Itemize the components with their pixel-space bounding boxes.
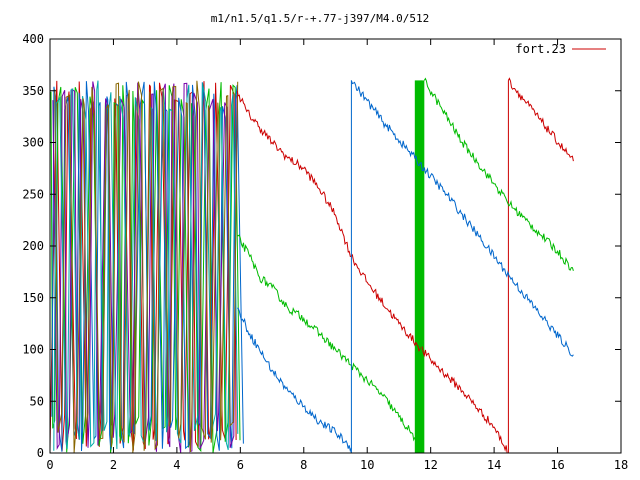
y-tick-label: 50 (30, 394, 44, 408)
y-tick-label: 200 (22, 239, 44, 253)
x-tick-label: 10 (360, 458, 374, 472)
y-axis: 0 50 100 150 200 250 300 350 400 (22, 32, 621, 460)
legend-label: fort.23 (515, 42, 566, 56)
x-tick-label: 2 (110, 458, 117, 472)
x-tick-label: 18 (614, 458, 628, 472)
x-tick-label: 14 (487, 458, 501, 472)
x-tick-label: 0 (46, 458, 53, 472)
legend: fort.23 (515, 42, 606, 56)
chart-title: m1/n1.5/q1.5/r-+.77-j397/M4.0/512 (211, 12, 430, 25)
series-line (423, 77, 574, 271)
dense-series-line (54, 80, 239, 453)
y-tick-label: 0 (37, 446, 44, 460)
x-axis: 0 2 4 6 8 10 12 14 16 18 (46, 39, 628, 472)
series-line (507, 77, 574, 162)
series-line (237, 307, 352, 453)
y-tick-label: 350 (22, 84, 44, 98)
y-tick-label: 100 (22, 343, 44, 357)
x-tick-label: 16 (550, 458, 564, 472)
y-tick-label: 400 (22, 32, 44, 46)
series-line (237, 234, 419, 448)
x-tick-label: 12 (423, 458, 437, 472)
y-tick-label: 250 (22, 187, 44, 201)
series-line (350, 80, 574, 357)
y-tick-label: 150 (22, 291, 44, 305)
oscillation-band (414, 80, 425, 453)
x-tick-label: 8 (300, 458, 307, 472)
y-tick-label: 300 (22, 136, 44, 150)
x-tick-label: 4 (173, 458, 180, 472)
dense-series-line (51, 81, 244, 452)
x-tick-label: 6 (237, 458, 244, 472)
plot-area (50, 77, 574, 453)
series-line (236, 90, 509, 453)
